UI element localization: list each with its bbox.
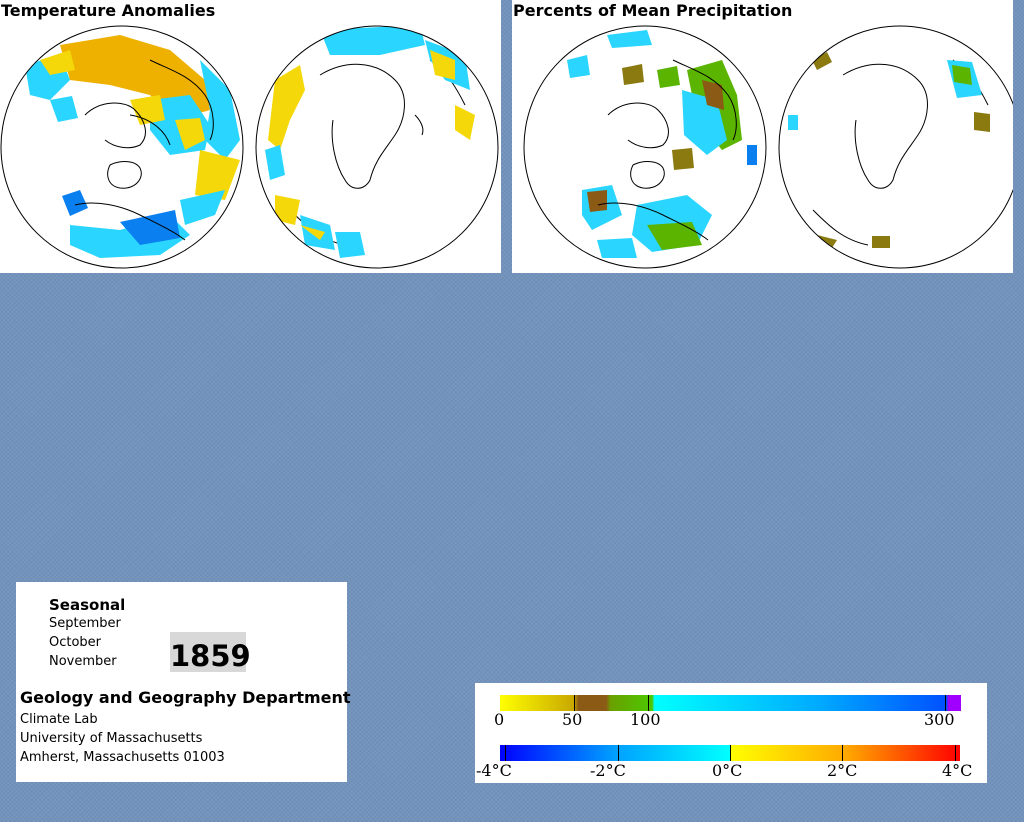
temp-tick-minus4: -4°C: [476, 761, 512, 780]
temp-tick-0: 0°C: [712, 761, 743, 780]
precip-tick-0: 0: [494, 710, 505, 729]
temperature-northern-globe-outline: [0, 25, 244, 269]
season-title: Seasonal: [49, 596, 126, 614]
legend-bars: [500, 695, 961, 761]
temperature-hemisphere-maps: [0, 25, 499, 269]
precip-tick-100: 100: [630, 710, 661, 729]
month-november: November: [49, 654, 117, 669]
precipitation-color-bar: [500, 695, 961, 711]
temperature-anomalies-panel: Temperature Anomalies: [0, 0, 501, 273]
temp-tick-4: 4°C: [942, 761, 973, 780]
temperature-anomalies-title: Temperature Anomalies: [0, 0, 219, 22]
precipitation-northern-globe-outline: [523, 25, 767, 269]
month-october: October: [49, 635, 102, 650]
info-box: Seasonal September October November 1859…: [16, 582, 351, 782]
precipitation-northern-hemisphere: [567, 30, 757, 258]
precipitation-panel: Percents of Mean Precipitation: [512, 0, 1013, 273]
department-name: Geology and Geography Department: [20, 688, 351, 707]
precip-tick-50: 50: [562, 710, 583, 729]
month-september: September: [49, 616, 121, 631]
temp-tick-minus2: -2°C: [590, 761, 626, 780]
temp-tick-2: 2°C: [827, 761, 858, 780]
temperature-southern-globe-outline: [255, 25, 499, 269]
precip-tick-300: 300: [924, 710, 955, 729]
temperature-southern-hemisphere: [265, 26, 475, 258]
precipitation-bar-ticks: [574, 695, 946, 711]
address-line-2: University of Massachusetts: [20, 731, 203, 746]
precipitation-hemisphere-maps: [523, 25, 1013, 269]
precipitation-title: Percents of Mean Precipitation: [512, 0, 796, 22]
temperature-bar-ticks: [505, 745, 956, 761]
precipitation-southern-hemisphere: [779, 52, 990, 248]
address-line-1: Climate Lab: [20, 712, 98, 727]
address-line-3: Amherst, Massachusetts 01003: [20, 750, 225, 765]
color-legend: 0 50 100 300 -4°C -2°C 0°C 2°C 4°C: [475, 683, 987, 783]
year-display: 1859: [170, 632, 251, 673]
precipitation-southern-globe-outline: [778, 25, 1013, 269]
temperature-northern-hemisphere: [25, 35, 240, 258]
